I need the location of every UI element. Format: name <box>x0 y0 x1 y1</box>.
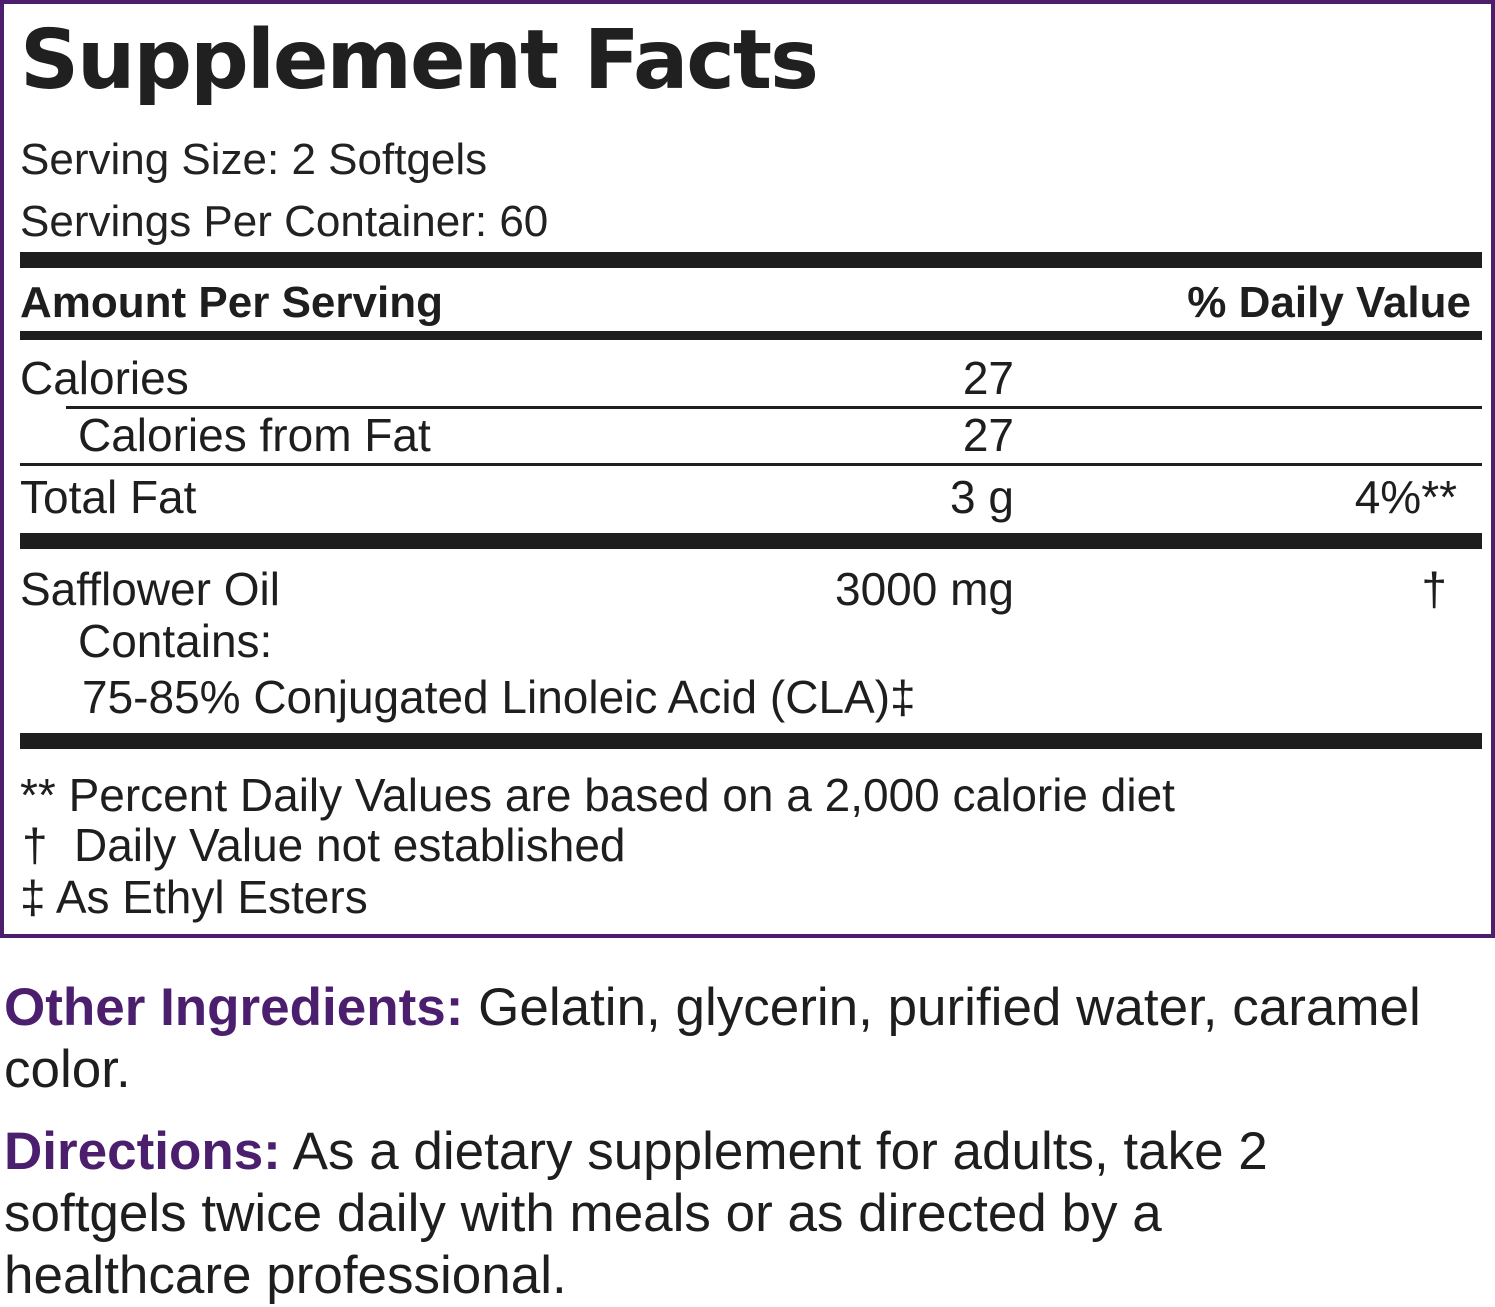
servings-per-container: Servings Per Container: 60 <box>20 197 549 246</box>
serving-size: Serving Size: 2 Softgels <box>20 135 488 184</box>
cla-line: 75-85% Conjugated Linoleic Acid (CLA)‡ <box>82 671 916 723</box>
amount-per-serving-header: Amount Per Serving <box>20 278 443 327</box>
footnote-percent-daily: ** Percent Daily Values are based on a 2… <box>20 769 1175 821</box>
thick-divider <box>20 533 1482 549</box>
total-fat-daily-value: 4%** <box>1354 471 1457 523</box>
thick-divider <box>20 252 1482 268</box>
directions-text: As a dietary supplement for adults, take… <box>4 1122 1268 1305</box>
safflower-oil-label: Safflower Oil <box>20 563 280 615</box>
directions-label: Directions: <box>4 1122 281 1181</box>
calories-label: Calories <box>20 352 189 404</box>
calories-from-fat-amount: 27 <box>962 409 1014 461</box>
other-ingredients-label: Other Ingredients: <box>4 978 464 1037</box>
thin-divider <box>66 406 1482 409</box>
safflower-oil-daily-value: † <box>1421 563 1447 615</box>
calories-amount: 27 <box>962 352 1014 404</box>
calories-from-fat-label: Calories from Fat <box>78 409 431 461</box>
other-ingredients: Other Ingredients: Gelatin, glycerin, pu… <box>4 977 1489 1101</box>
thick-divider <box>20 733 1482 749</box>
safflower-oil-amount: 3000 mg <box>834 563 1014 615</box>
thin-divider <box>20 463 1482 466</box>
total-fat-label: Total Fat <box>20 471 197 523</box>
other-ingredients-text: Gelatin, glycerin, purified water, caram… <box>4 978 1421 1099</box>
total-fat-amount: 3 g <box>950 471 1014 523</box>
medium-divider <box>20 331 1482 340</box>
contains-label: Contains: <box>78 615 273 667</box>
footnote-dagger-text: Daily Value not established <box>74 819 626 871</box>
directions: Directions: As a dietary supplement for … <box>4 1121 1384 1307</box>
supplement-facts-panel: Supplement Facts Serving Size: 2 Softgel… <box>0 0 1495 938</box>
footnote-double-dagger: ‡ As Ethyl Esters <box>20 871 368 923</box>
footnote-dagger-mark: † <box>22 819 48 871</box>
daily-value-header: % Daily Value <box>1187 278 1471 327</box>
panel-title: Supplement Facts <box>20 13 819 108</box>
